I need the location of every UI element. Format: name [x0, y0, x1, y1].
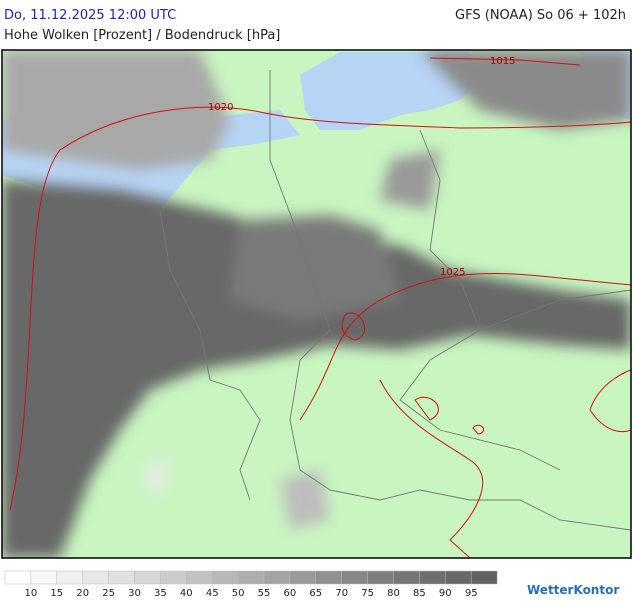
- legend-swatch: [445, 570, 472, 585]
- legend-swatch: [160, 570, 187, 585]
- legend-label: 45: [206, 588, 219, 599]
- legend-swatch: [393, 570, 420, 585]
- map: 1015 1020 1025: [2, 50, 631, 558]
- legend-label: 60: [284, 588, 297, 599]
- legend-label: 85: [413, 588, 426, 599]
- legend: 10 15 20 25 30 35 40 45 50 55 60 65 70 75 80 85 90 95: [4, 570, 498, 599]
- legend-label: 40: [180, 588, 193, 599]
- legend-swatch: [82, 570, 109, 585]
- legend-swatch: [470, 570, 498, 585]
- isobar-labels: 1015 1020 1025: [208, 56, 515, 278]
- legend-swatch: [315, 570, 342, 585]
- legend-swatch: [237, 570, 265, 585]
- borders: [159, 70, 631, 531]
- legend-label: 15: [50, 588, 63, 599]
- brand: WetterKontor: [527, 583, 619, 597]
- legend-swatch: [108, 570, 135, 585]
- datetime: Do, 11.12.2025 12:00 UTC: [4, 8, 176, 23]
- legend-swatch: [30, 570, 58, 585]
- legend-label: 35: [154, 588, 167, 599]
- legend-swatch: [4, 570, 32, 585]
- isobar-lines: [9, 57, 631, 558]
- legend-swatch: [211, 570, 239, 585]
- legend-swatch: [263, 570, 291, 585]
- legend-label: 65: [309, 588, 322, 599]
- legend-swatch: [367, 570, 394, 585]
- legend-label: 95: [465, 588, 478, 599]
- isobar-label: 1025: [440, 267, 465, 278]
- legend-label: 90: [439, 588, 452, 599]
- legend-swatch: [186, 570, 213, 585]
- subtitle: Hohe Wolken [Prozent] / Bodendruck [hPa]: [4, 28, 280, 43]
- isobar-label: 1020: [208, 102, 233, 113]
- legend-label: 10: [25, 588, 38, 599]
- legend-swatch: [341, 570, 368, 585]
- legend-swatch: [419, 570, 446, 585]
- isobar-label: 1015: [490, 56, 515, 67]
- legend-swatch: [56, 570, 83, 585]
- legend-label: 55: [258, 588, 271, 599]
- model-run: GFS (NOAA) So 06 + 102h: [455, 8, 626, 23]
- legend-label: 25: [102, 588, 115, 599]
- legend-label: 70: [335, 588, 348, 599]
- legend-label: 80: [387, 588, 400, 599]
- legend-label: 30: [128, 588, 141, 599]
- legend-swatch: [134, 570, 161, 585]
- legend-label: 20: [76, 588, 89, 599]
- legend-swatch: [289, 570, 317, 585]
- map-frame: [1, 49, 632, 559]
- legend-label: 50: [232, 588, 245, 599]
- legend-label: 75: [361, 588, 374, 599]
